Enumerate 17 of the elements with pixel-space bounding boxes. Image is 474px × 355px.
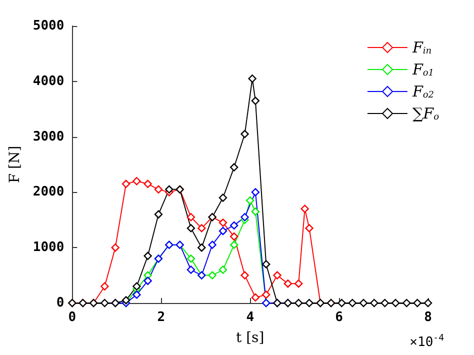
y-tick-label: 3000 (32, 129, 64, 144)
y-tick-label: 0 (56, 296, 64, 310)
x-axis-title: t [s] (236, 330, 264, 346)
y-tick-label: 4000 (32, 74, 64, 89)
y-tick-label: 2000 (32, 184, 64, 200)
y-tick-label: 1000 (32, 240, 64, 256)
x-tick-label: 2 (157, 310, 166, 325)
legend-label: Fo1 (411, 60, 434, 78)
y-tick-label: 5000 (32, 18, 64, 34)
legend-label: ∑Fo (412, 104, 440, 122)
legend-label: Fin (411, 38, 432, 56)
x-tick-label: 0 (68, 310, 76, 325)
legend-label: Fo2 (411, 82, 434, 100)
y-axis-title: F [N] (7, 146, 23, 184)
x-tick-label: 4 (246, 310, 254, 325)
x-tick-label: 6 (335, 310, 344, 325)
x-tick-label: 8 (424, 310, 432, 325)
